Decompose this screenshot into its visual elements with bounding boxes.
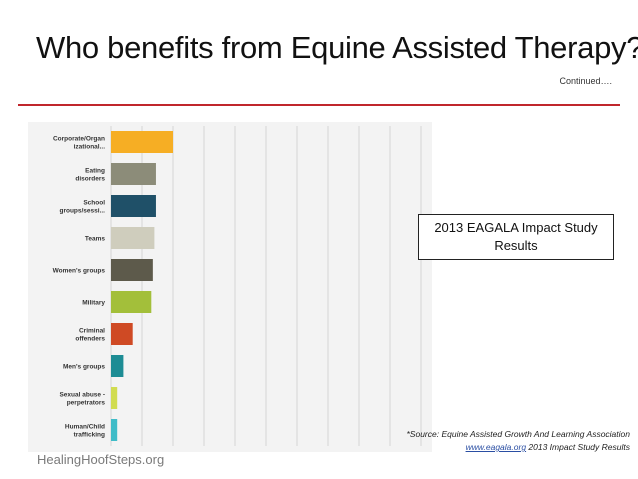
category-label: izational... [74,144,106,151]
bar-chart: 0%10%20%30%40%50%60%70%80%90%100%Corpora… [53,126,422,446]
category-label: trafficking [74,432,105,439]
bar [111,163,156,185]
bar [111,195,156,217]
slide-title: Who benefits from Equine Assisted Therap… [36,30,638,65]
source-citation: *Source: Equine Assisted Growth And Lear… [404,428,631,454]
bar [111,291,152,313]
chart-background [28,122,432,452]
category-label: offenders [75,336,105,343]
source-link[interactable]: www.eagala.org [465,442,527,452]
category-label: Sexual abuse - [59,392,105,399]
title-divider [18,104,620,106]
category-label: perpetrators [67,400,106,407]
footer-website: HealingHoofSteps.org [37,452,165,467]
bar [111,387,118,409]
category-label: groups/sessi... [59,208,105,215]
bar [111,259,153,281]
category-label: Women's groups [53,268,106,275]
bar [111,419,118,441]
study-callout-box: 2013 EAGALA Impact Study Results [418,214,614,260]
category-label: Military [82,300,105,307]
bar [111,355,124,377]
category-label: disorders [75,176,105,183]
category-label: Criminal [79,328,105,335]
callout-line-2: Results [494,238,538,253]
category-label: Human/Child [65,424,105,431]
bar [111,131,173,153]
category-label: Eating [85,168,105,175]
category-label: Teams [85,236,105,243]
bar [111,227,155,249]
category-label: Men's groups [63,364,105,371]
category-label: School [83,200,105,207]
callout-line-1: 2013 EAGALA Impact Study [434,220,598,235]
source-text-1: *Source: Equine Assisted Growth And Lear… [406,429,631,439]
continued-label: Continued…. [559,76,612,86]
category-label: Corporate/Organ [53,136,105,143]
source-text-2: 2013 Impact Study Results [526,442,630,452]
bar [111,323,133,345]
